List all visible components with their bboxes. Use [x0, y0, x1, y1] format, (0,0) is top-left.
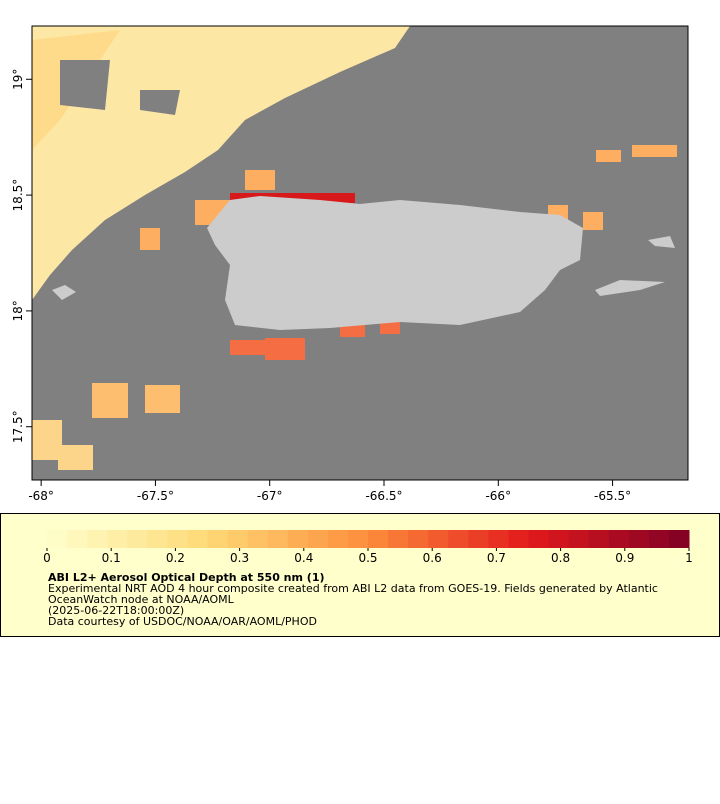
- aerosol-patch: [32, 420, 62, 460]
- colorbar-step: [127, 530, 148, 548]
- aerosol-patch: [596, 150, 621, 162]
- colorbar-step: [508, 530, 529, 548]
- aerosol-patch: [380, 320, 400, 334]
- colorbar-step: [448, 530, 469, 548]
- colorbar-step: [668, 530, 690, 548]
- y-tick-label: 18.5°: [11, 179, 25, 212]
- x-tick-label: -67°: [257, 489, 283, 503]
- legend-title: ABI L2+ Aerosol Optical Depth at 550 nm …: [48, 571, 325, 584]
- colorbar-tick-label: 0.1: [102, 551, 121, 565]
- aerosol-patch: [92, 383, 128, 418]
- legend-line: OceanWatch node at NOAA/AOML: [48, 593, 235, 606]
- map: [31, 25, 689, 481]
- colorbar-step: [327, 530, 349, 548]
- colorbar-step: [107, 530, 128, 548]
- colorbar-tick-label: 0.9: [615, 551, 634, 565]
- colorbar-step: [488, 530, 509, 548]
- colorbar-step: [568, 530, 590, 548]
- colorbar-step: [227, 530, 249, 548]
- colorbar-tick-label: 0.5: [358, 551, 377, 565]
- x-tick-label: -65.5°: [594, 489, 631, 503]
- colorbar-step: [287, 530, 309, 548]
- colorbar-step: [628, 530, 650, 548]
- aerosol-patch: [230, 340, 265, 355]
- aerosol-patch: [58, 445, 93, 470]
- colorbar-step: [528, 530, 550, 548]
- aerosol-patch: [340, 325, 365, 337]
- land-puerto-rico: [207, 196, 583, 330]
- colorbar-tick-label: 0: [43, 551, 51, 565]
- clear-area: [60, 60, 110, 110]
- colorbar-step: [408, 530, 429, 548]
- colorbar-tick-label: 0.8: [551, 551, 570, 565]
- colorbar-step: [187, 530, 208, 548]
- land-mona: [52, 285, 76, 300]
- clear-area: [140, 90, 180, 115]
- aerosol-patch: [140, 228, 160, 250]
- x-tick-label: -68°: [28, 489, 54, 503]
- colorbar-step: [428, 530, 449, 548]
- colorbar-step: [608, 530, 630, 548]
- colorbar-tick-label: 0.2: [166, 551, 185, 565]
- colorbar-step: [47, 530, 68, 548]
- colorbar-step: [167, 530, 188, 548]
- land-culebra: [648, 236, 675, 248]
- colorbar-step: [388, 530, 409, 548]
- colorbar-tick-label: 0.3: [230, 551, 249, 565]
- aerosol-patch: [145, 385, 180, 413]
- aerosol-high: [230, 193, 355, 203]
- colorbar-tick-label: 0.7: [487, 551, 506, 565]
- colorbar-step: [147, 530, 168, 548]
- colorbar-step: [247, 530, 269, 548]
- legend-line: (2025-06-22T18:00:00Z): [48, 604, 184, 617]
- colorbar-tick-label: 0.4: [294, 551, 313, 565]
- x-tick-label: -66°: [485, 489, 511, 503]
- legend-line: Experimental NRT AOD 4 hour composite cr…: [48, 582, 658, 595]
- y-tick-label: 17.5°: [11, 410, 25, 443]
- x-tick-label: -66.5°: [365, 489, 402, 503]
- x-tick-label: -67.5°: [137, 489, 174, 503]
- colorbar-step: [548, 530, 570, 548]
- colorbar-step: [468, 530, 489, 548]
- aerosol-patch: [583, 212, 603, 230]
- aerosol-haze: [32, 26, 410, 300]
- legend-line: Data courtesy of USDOC/NOAA/OAR/AOML/PHO…: [48, 615, 317, 628]
- colorbar-step: [368, 530, 389, 548]
- y-tick-label: 18°: [11, 300, 25, 321]
- aerosol-patch: [245, 170, 275, 190]
- y-tick-label: 19°: [11, 69, 25, 90]
- colorbar-step: [307, 530, 329, 548]
- colorbar-step: [648, 530, 670, 548]
- colorbar-step: [588, 530, 610, 548]
- land-vieques: [595, 280, 665, 296]
- colorbar-tick-label: 1: [685, 551, 693, 565]
- aerosol-patch: [265, 338, 305, 360]
- colorbar-step: [207, 530, 229, 548]
- colorbar-step: [267, 530, 289, 548]
- colorbar-step: [67, 530, 88, 548]
- aerosol-patch: [632, 145, 677, 157]
- map-frame: [31, 25, 689, 481]
- colorbar-step: [87, 530, 108, 548]
- colorbar-step: [347, 530, 369, 548]
- colorbar-tick-label: 0.6: [423, 551, 442, 565]
